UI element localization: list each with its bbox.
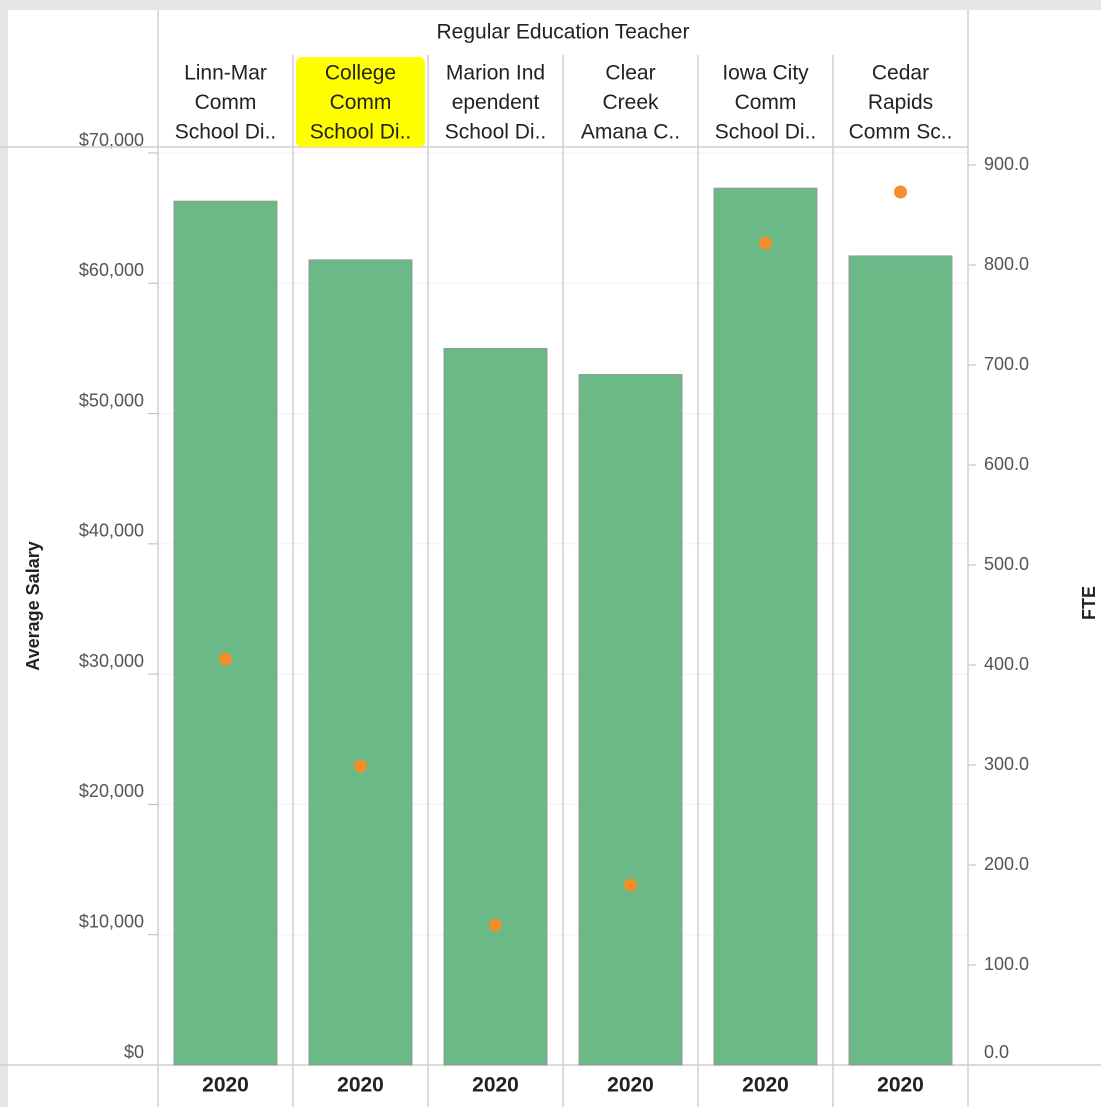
bar [443, 347, 548, 1066]
y2-tick-label: 200.0 [984, 854, 1029, 874]
y2-tick-label: 700.0 [984, 354, 1029, 374]
fte-dot [354, 759, 367, 773]
column-label: Cedar [872, 62, 929, 85]
x-tick-label: 2020 [472, 1074, 519, 1097]
column-label: Marion Ind [446, 62, 545, 85]
column-label: School Di.. [445, 121, 547, 144]
y2-tick-label: 900.0 [984, 154, 1029, 174]
column-label: Comm Sc.. [849, 121, 953, 144]
y2-tick-label: 600.0 [984, 454, 1029, 474]
bar [848, 255, 953, 1066]
column-label: Comm [195, 91, 257, 114]
y2-tick-label: 300.0 [984, 754, 1029, 774]
column-label: School Di.. [310, 121, 412, 144]
y-tick-label: $70,000 [79, 130, 144, 150]
x-tick-label: 2020 [607, 1074, 654, 1097]
y2-tick-label: 100.0 [984, 954, 1029, 974]
x-tick-label: 2020 [202, 1074, 249, 1097]
y2-tick-label: 0.0 [984, 1042, 1009, 1062]
column-label: School Di.. [175, 121, 277, 144]
fte-dot [759, 236, 772, 250]
column-label: Iowa City [722, 62, 809, 85]
y-tick-label: $20,000 [79, 781, 144, 801]
column-header: Regular Education Teacher [437, 21, 690, 44]
y-tick-label: $40,000 [79, 521, 144, 541]
column-label: Creek [602, 91, 659, 114]
y2-tick-label: 500.0 [984, 554, 1029, 574]
bar [713, 187, 818, 1066]
fte-dot [624, 878, 637, 892]
fte-dot [489, 918, 502, 932]
fte-dot [219, 652, 232, 666]
y-tick-label: $60,000 [79, 260, 144, 280]
bar [578, 373, 683, 1066]
y2-axis-label: FTE [1079, 586, 1099, 620]
bar [308, 259, 413, 1066]
bar [173, 200, 278, 1066]
column-label: Clear [605, 62, 655, 85]
x-tick-label: 2020 [337, 1074, 384, 1097]
column-label: Comm [735, 91, 797, 114]
column-label: Rapids [868, 91, 933, 114]
x-tick-label: 2020 [877, 1074, 924, 1097]
y-tick-label: $10,000 [79, 911, 144, 931]
y-axis-label: Average Salary [23, 541, 43, 670]
column-label: Amana C.. [581, 121, 680, 144]
column-label: ependent [452, 91, 540, 114]
y-tick-label: $30,000 [79, 651, 144, 671]
column-label: School Di.. [715, 121, 817, 144]
y2-tick-label: 400.0 [984, 654, 1029, 674]
x-tick-label: 2020 [742, 1074, 789, 1097]
y2-tick-label: 800.0 [984, 254, 1029, 274]
fte-dot [894, 185, 907, 199]
highlight [296, 57, 425, 147]
y-tick-label: $0 [124, 1042, 144, 1062]
y-tick-label: $50,000 [79, 390, 144, 410]
column-label: College [325, 62, 396, 85]
column-label: Linn-Mar [184, 62, 267, 85]
column-label: Comm [330, 91, 392, 114]
